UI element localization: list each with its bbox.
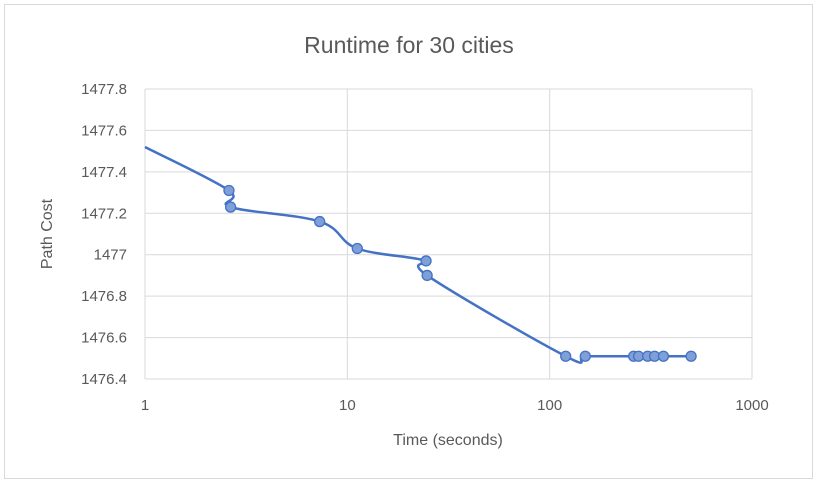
x-axis-label: Time (seconds) <box>393 432 503 449</box>
x-tick-label: 10 <box>339 397 356 414</box>
data-point <box>351 242 363 255</box>
series-markers <box>223 184 697 362</box>
y-tick-label: 1476.4 <box>81 371 127 388</box>
y-axis-label: Path Cost <box>39 198 56 269</box>
data-point <box>224 201 237 213</box>
data-point <box>560 350 572 362</box>
y-tick-label: 1476.8 <box>81 288 127 305</box>
y-tick-label: 1477 <box>94 247 127 264</box>
data-point <box>657 350 670 362</box>
chart-title: Runtime for 30 cities <box>304 32 514 58</box>
y-tick-label: 1477.4 <box>81 164 127 181</box>
y-tick-label: 1477.8 <box>81 81 127 98</box>
x-tick-label: 1 <box>141 397 149 414</box>
x-tick-labels: 1 10 100 1000 <box>141 397 769 414</box>
data-point <box>579 350 591 362</box>
grid <box>144 88 753 380</box>
y-tick-label: 1476.6 <box>81 330 127 347</box>
chart-frame <box>4 4 813 479</box>
data-point <box>314 215 326 228</box>
y-tick-label: 1477.6 <box>81 122 127 139</box>
data-point <box>421 269 433 282</box>
data-point <box>685 350 697 362</box>
data-point <box>223 184 235 197</box>
x-tick-label: 1000 <box>735 397 768 414</box>
x-tick-label: 100 <box>537 397 562 414</box>
data-point <box>420 255 432 267</box>
y-tick-labels: 1476.4 1476.6 1476.8 1477 1477.2 1477.4 1477.6… <box>81 81 127 388</box>
y-tick-label: 1477.2 <box>81 205 127 222</box>
